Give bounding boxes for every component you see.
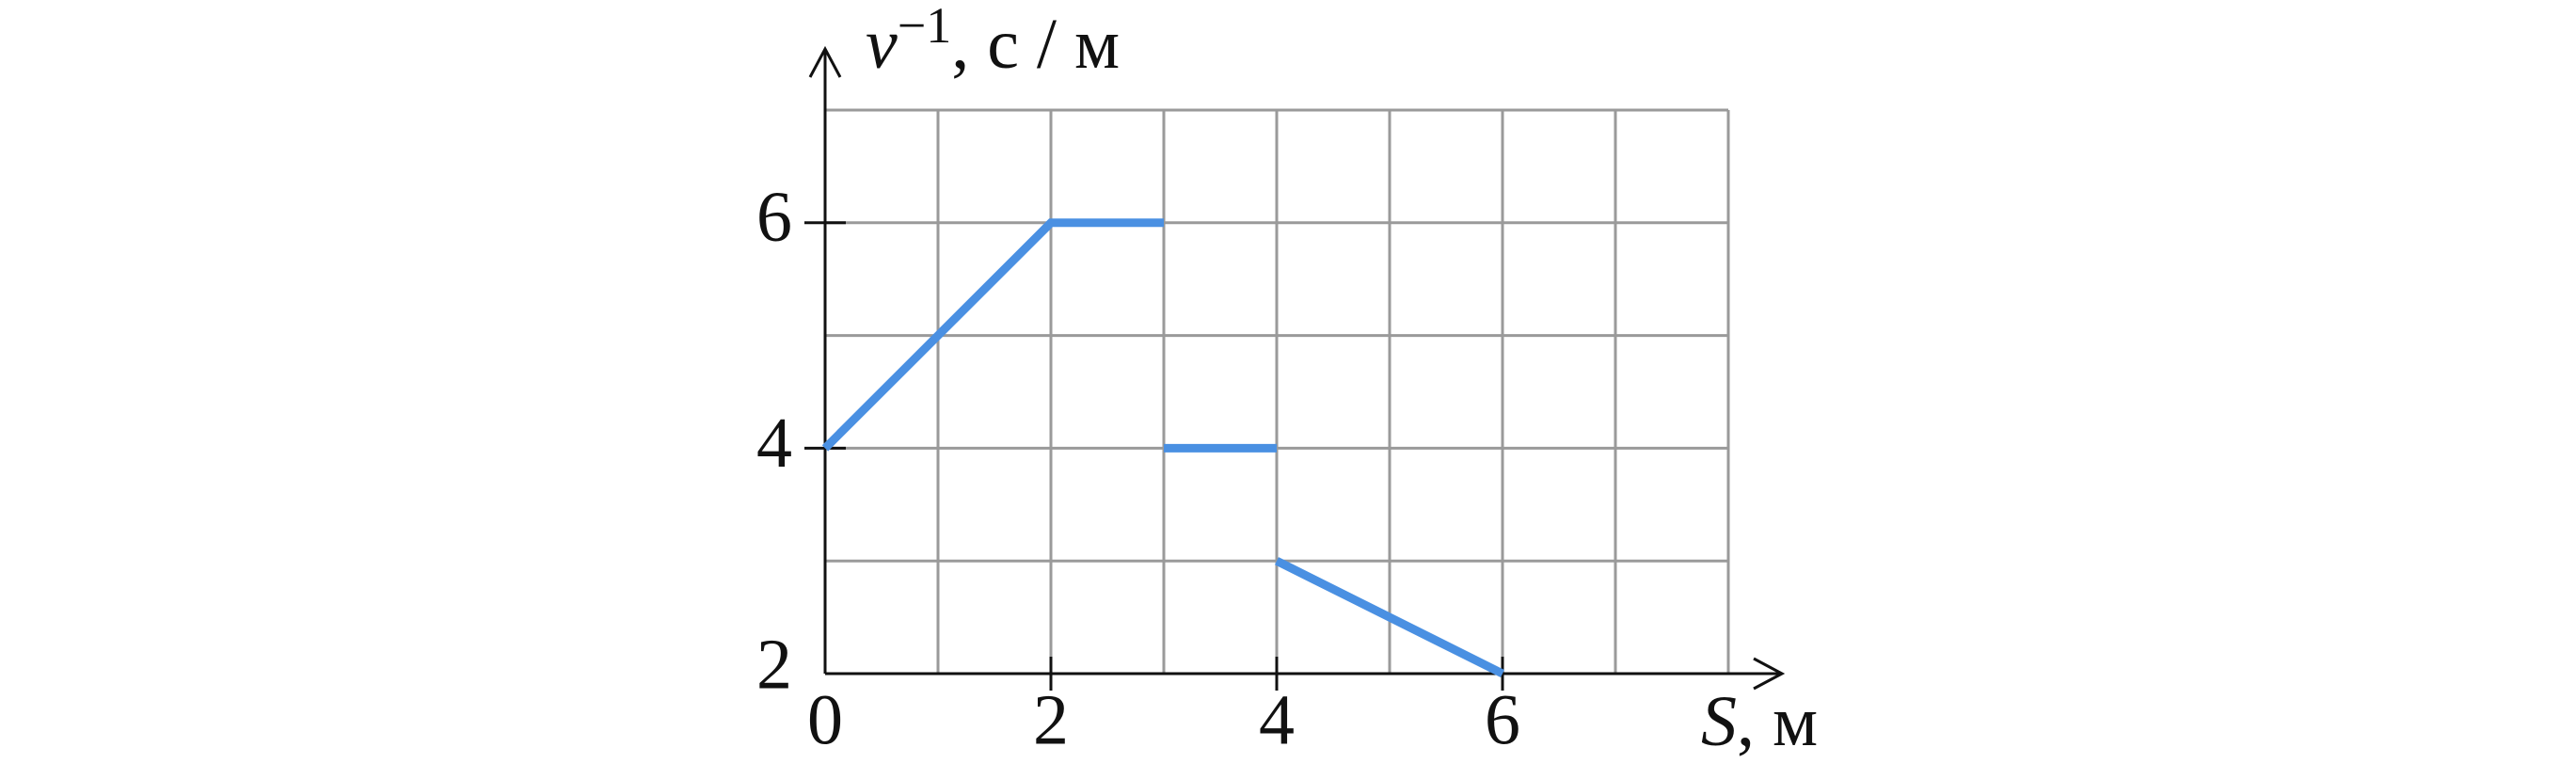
- x-tick-label: 4: [1259, 680, 1295, 759]
- y-tick-label: 2: [756, 625, 792, 704]
- x-axis: [825, 657, 1786, 691]
- x-tick-label: 2: [1033, 680, 1069, 759]
- y-axis-label: v−1, с / м: [866, 0, 1120, 84]
- y-axis: [808, 45, 842, 674]
- grid: [823, 108, 1730, 676]
- x-tick-label: 0: [807, 680, 843, 759]
- data-line: [821, 218, 1505, 678]
- y-tick-label: 4: [756, 404, 792, 483]
- y-tick-label: 6: [756, 178, 792, 257]
- x-tick-label: 6: [1485, 680, 1520, 759]
- x-axis-label: S, м: [1701, 682, 1818, 761]
